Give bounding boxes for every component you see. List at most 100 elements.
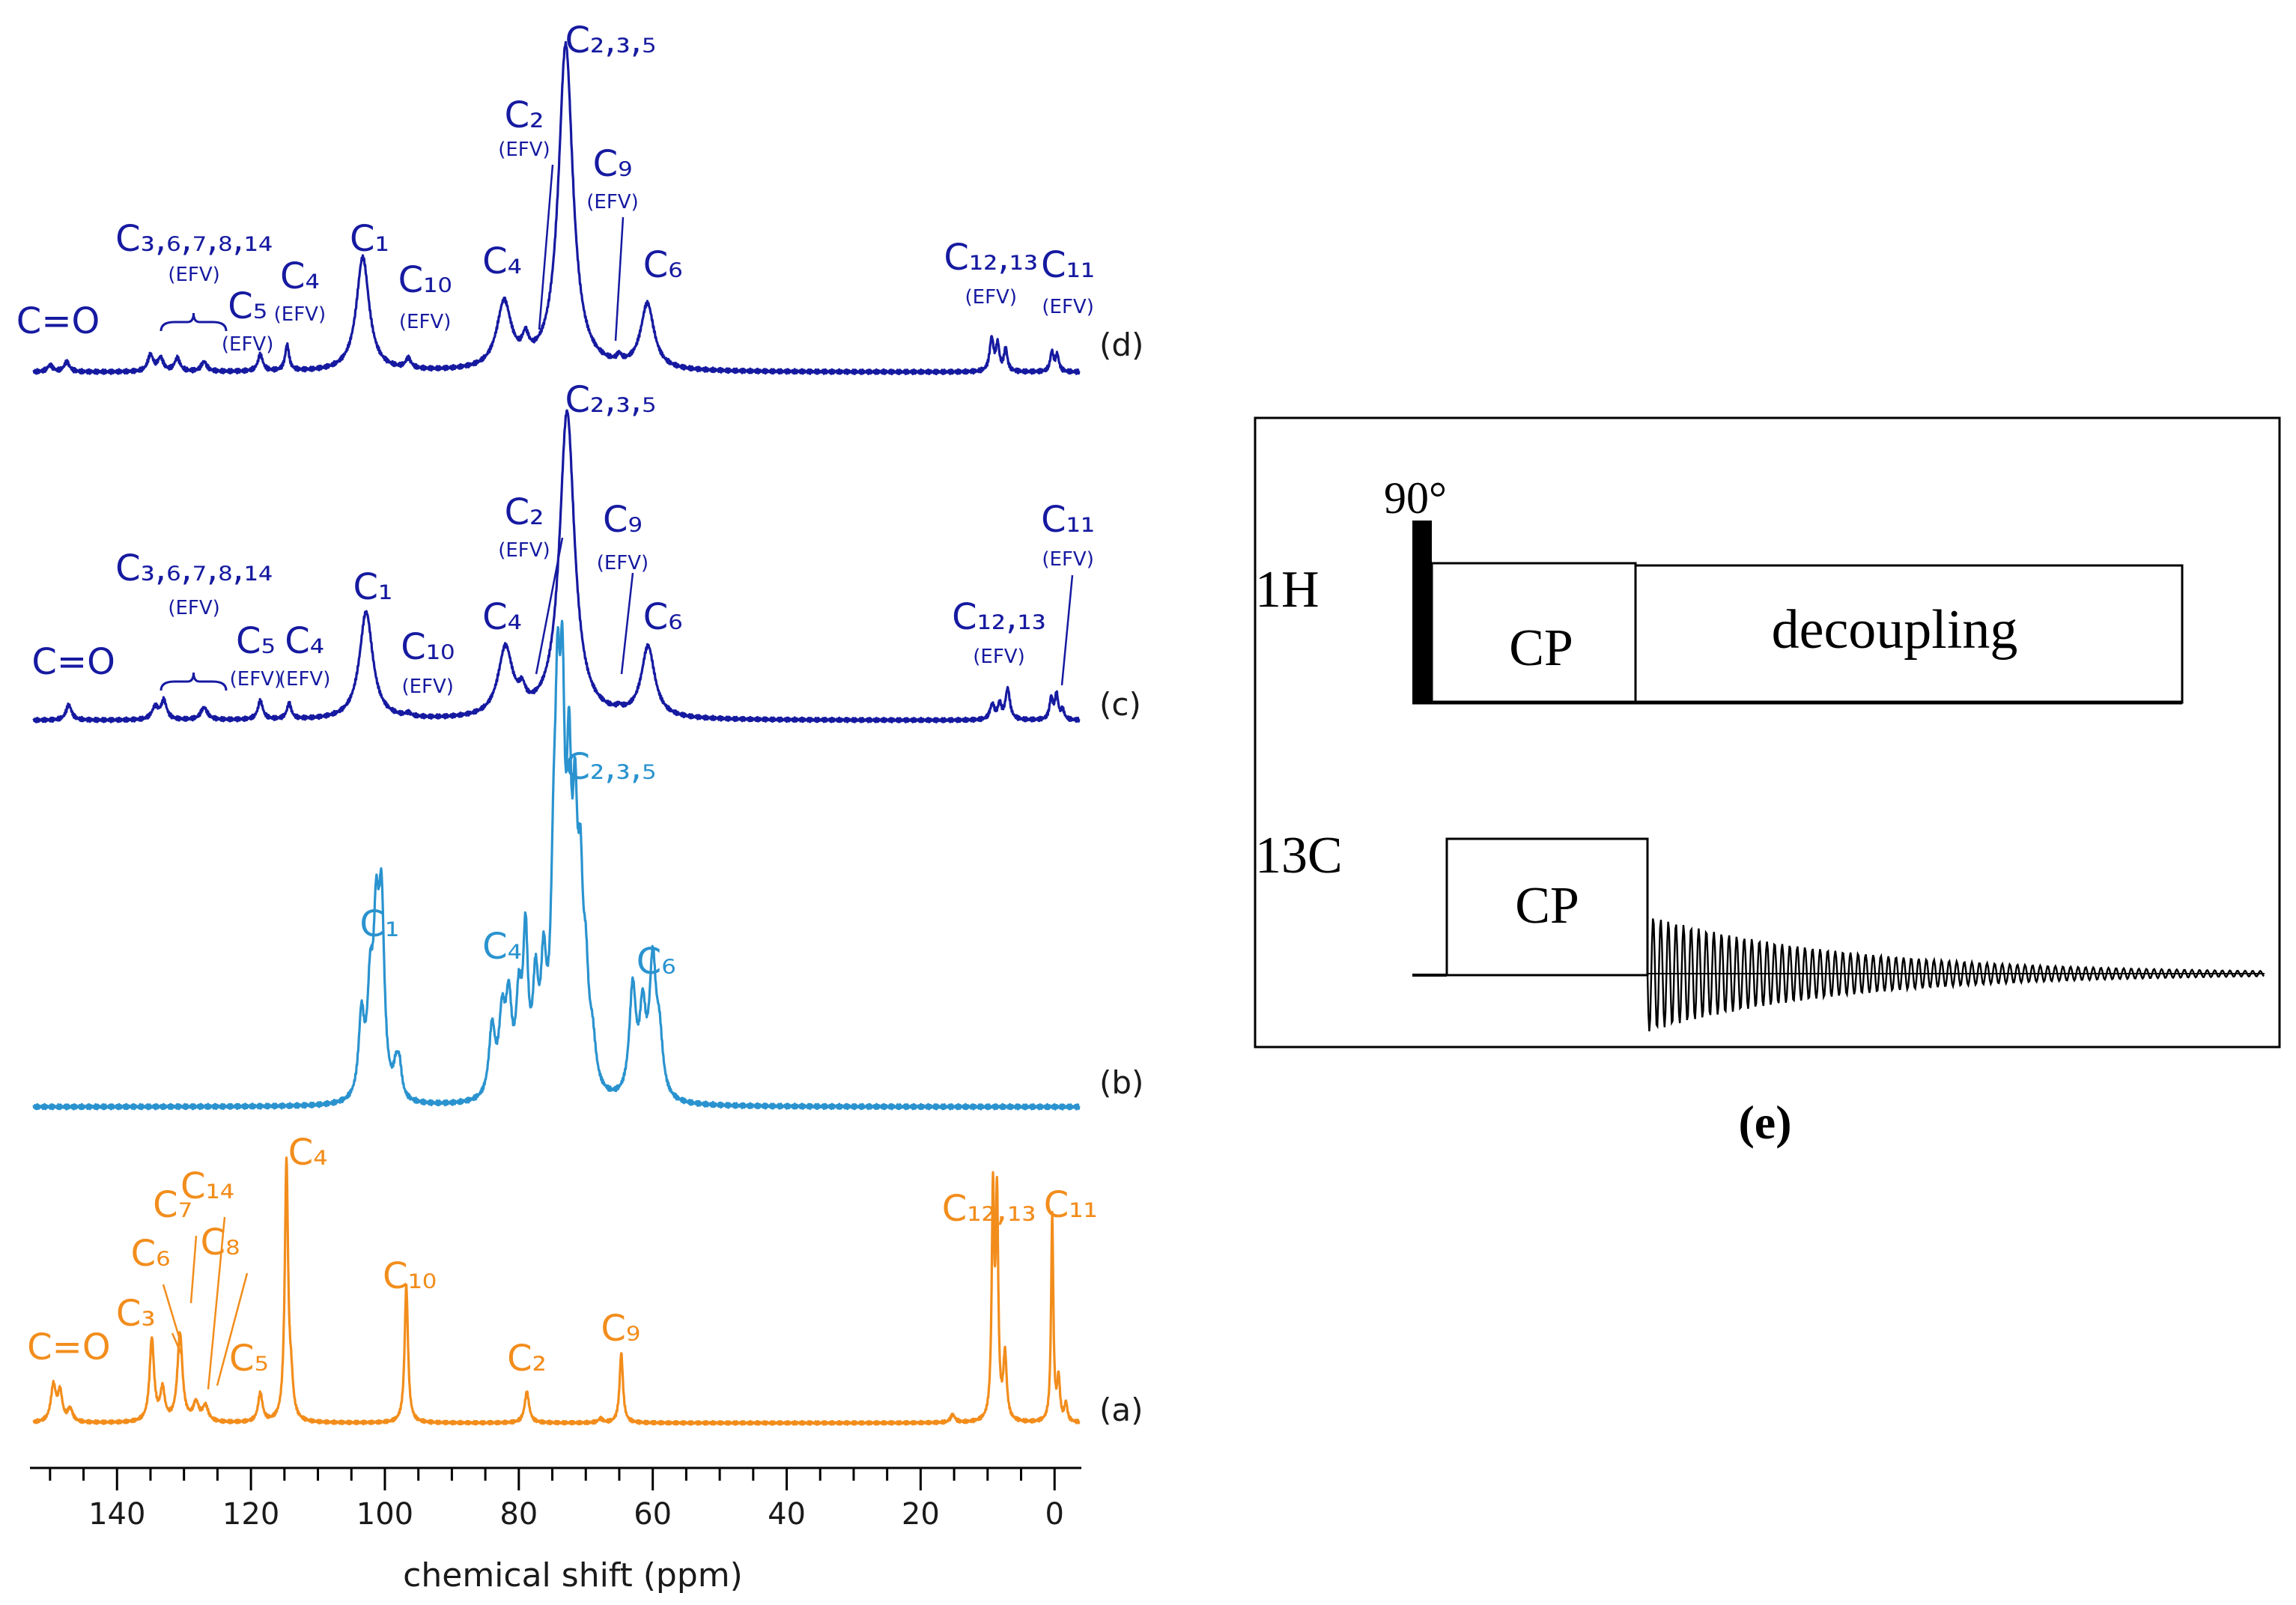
leader-line: [216, 1272, 249, 1386]
tick-label: 100: [356, 1497, 413, 1532]
tick-label: 20: [902, 1497, 940, 1532]
leader-line: [189, 1235, 198, 1304]
peak-label: C₁₂,₁₃: [944, 237, 1038, 279]
leader-line: [614, 216, 625, 342]
tick-label: 80: [499, 1497, 538, 1532]
peak-label: C₁₀: [401, 626, 455, 668]
peak-sublabel: (EFV): [498, 539, 550, 562]
spectrum-d: (d): [32, 40, 1144, 376]
peak-label: C₅: [236, 620, 276, 662]
cp-box-carbon: [1445, 837, 1649, 977]
x-axis-title: chemical shift (ppm): [403, 1556, 743, 1595]
peak-label: C₄: [482, 926, 522, 968]
peak-sublabel: (EFV): [168, 597, 219, 619]
peak-label: C₄: [482, 596, 522, 638]
peak-label: C₂: [507, 1338, 547, 1380]
brace: [160, 672, 228, 691]
leader-line: [538, 164, 554, 330]
cp-label-carbon: CP: [1515, 877, 1579, 935]
x-axis: 140 120 100 80 60 40 20 0 chemical shift (ppm): [30, 1466, 1081, 1595]
peak-sublabel: (EFV): [965, 286, 1017, 309]
leader-line: [1060, 574, 1074, 686]
peak-label: C₁: [350, 218, 389, 260]
peak-label: C₉: [601, 1308, 640, 1350]
peak-label: C₁: [359, 903, 399, 945]
peak-label: C₁₂,₁₃: [942, 1188, 1036, 1230]
peak-label: C₁₁: [1041, 499, 1095, 541]
peak-label: C₂: [505, 94, 544, 136]
peak-sublabel: (EFV): [399, 311, 451, 333]
peak-label: C₆: [643, 596, 683, 638]
spectrum-line-b: [32, 619, 1081, 1111]
trace-label-c: (c): [1099, 686, 1141, 723]
peak-sublabel: (EFV): [1042, 548, 1093, 571]
leader-line: [162, 1284, 183, 1345]
peak-label: C₂: [505, 491, 544, 533]
leader-line: [207, 1216, 226, 1390]
pulse-90-label: 90°: [1384, 473, 1447, 523]
peak-label: C₁₀: [383, 1255, 437, 1297]
peak-sublabel: (EFV): [597, 552, 649, 574]
spectrum-line-c: [32, 409, 1081, 723]
trace-label-a: (a): [1099, 1392, 1144, 1428]
peak-label: C₉: [603, 499, 643, 541]
peak-sublabel: (EFV): [586, 191, 638, 213]
peak-sublabel: (EFV): [1042, 296, 1093, 318]
peak-label: C₆: [637, 941, 676, 983]
panel-label-e: (e): [1738, 1096, 1791, 1149]
peak-label: C₁₄: [180, 1165, 234, 1207]
peak-sublabel: (EFV): [230, 668, 282, 691]
peak-label: C₁₁: [1041, 244, 1095, 286]
peak-label: C₅: [228, 285, 267, 327]
proton-channel-label: 1H: [1255, 561, 1319, 619]
peak-label: C=O: [16, 300, 100, 342]
tick-label: 40: [768, 1497, 806, 1532]
peak-label: C₂,₃,₅: [565, 379, 656, 421]
peak-label: C₇: [153, 1184, 192, 1226]
brace: [160, 312, 228, 332]
peak-label: C₃,₆,₇,₈,₁₄: [115, 547, 273, 589]
peak-label: C₃,₆,₇,₈,₁₄: [115, 218, 273, 260]
tick-label: 60: [634, 1497, 672, 1532]
trace-label-b: (b): [1099, 1064, 1144, 1101]
peak-label: C₃: [116, 1293, 156, 1335]
peak-sublabel: (EFV): [274, 303, 326, 326]
tick-label: 120: [222, 1497, 279, 1532]
cp-box-proton: [1430, 562, 1637, 704]
spectrum-line-d: [32, 40, 1081, 376]
leader-line: [535, 537, 564, 675]
peak-label: C₂,₃,₅: [565, 746, 656, 788]
tick-label: 140: [88, 1497, 145, 1532]
carbon-channel-label: 13C: [1255, 827, 1343, 885]
spectrum-b: (b): [32, 619, 1144, 1111]
peak-label: C₄: [482, 240, 522, 282]
peak-label: C₅: [229, 1338, 269, 1380]
cp-label-proton: CP: [1509, 619, 1573, 677]
tick-label: 0: [1045, 1497, 1064, 1532]
peak-sublabel: (EFV): [401, 676, 453, 698]
peak-sublabel: (EFV): [279, 668, 330, 691]
peak-sublabel: (EFV): [222, 333, 273, 356]
peak-label: C=O: [27, 1326, 111, 1368]
nmr-spectra: (a) (b) (c) (d): [32, 40, 1144, 1428]
leader-line: [171, 1332, 183, 1356]
trace-label-d: (d): [1099, 327, 1144, 363]
peak-label: C₆: [131, 1233, 171, 1275]
peak-label: C₆: [643, 244, 683, 286]
peak-label: C₁₂,₁₃: [952, 596, 1046, 638]
peak-sublabel: (EFV): [498, 139, 550, 161]
peak-label: C=O: [31, 641, 115, 683]
spectrum-c: (c): [32, 409, 1141, 723]
pulse-sequence-panel: 90° 1H 13C CP decoupling CP (e): [1254, 416, 2281, 1149]
peak-label: C₂,₃,₅: [565, 19, 656, 61]
pulse-90-bar: [1412, 521, 1432, 704]
peak-label: C₁₁: [1044, 1184, 1098, 1226]
peak-sublabel: (EFV): [168, 264, 219, 286]
spectrum-a: (a): [32, 1156, 1144, 1428]
leader-line: [620, 572, 634, 675]
peak-label: C₉: [593, 143, 633, 185]
decoupling-label: decoupling: [1772, 599, 2018, 661]
peak-label: C₄: [288, 1132, 328, 1174]
